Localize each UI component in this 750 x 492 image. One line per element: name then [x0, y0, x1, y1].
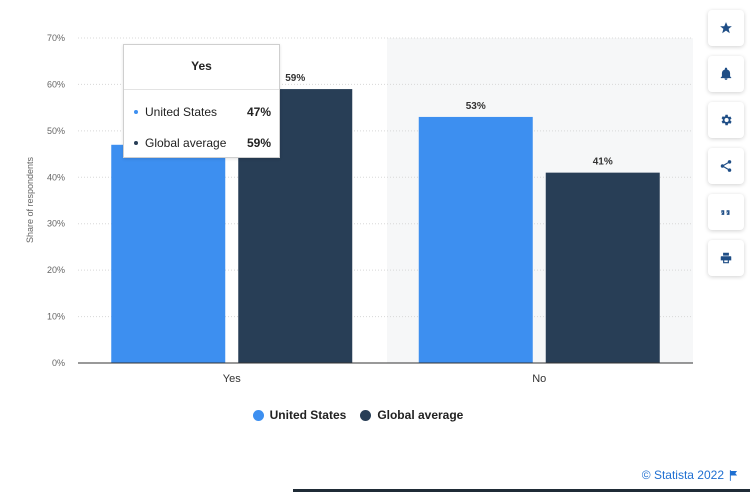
legend-item-united-states[interactable]: United States [252, 408, 347, 422]
bullet-icon [134, 110, 138, 114]
print-button[interactable] [708, 240, 744, 276]
tool-sidebar [708, 10, 744, 286]
legend-label: United States [269, 408, 347, 422]
bottom-rule [293, 489, 750, 492]
notification-button[interactable] [708, 56, 744, 92]
cite-button[interactable] [708, 194, 744, 230]
data-label: 59% [285, 73, 305, 84]
y-axis-title: Share of respondents [25, 156, 35, 243]
tooltip-row-united-states: United States 47% [134, 105, 271, 119]
x-category-label: No [532, 373, 546, 385]
data-label: 41% [593, 157, 613, 168]
star-icon [720, 22, 732, 34]
bars [111, 89, 660, 364]
y-tick-label: 20% [47, 265, 65, 275]
y-axis-ticks: 0% 10% 20% 30% 40% 50% 60% 70% [47, 33, 65, 368]
favorite-button[interactable] [708, 10, 744, 46]
quote-icon [721, 210, 730, 215]
y-tick-label: 70% [47, 33, 65, 43]
share-icon [720, 160, 732, 172]
bar-global-average-no[interactable] [545, 172, 660, 363]
tooltip: Yes United States 47% Global average 59% [123, 44, 280, 158]
bell-icon [720, 67, 732, 80]
y-tick-label: 10% [47, 312, 65, 322]
tooltip-row-global-average: Global average 59% [134, 136, 271, 150]
share-button[interactable] [708, 148, 744, 184]
data-label: 53% [466, 101, 486, 112]
legend-item-global-average[interactable]: Global average [360, 408, 463, 422]
y-tick-label: 40% [47, 172, 65, 182]
y-tick-label: 30% [47, 219, 65, 229]
legend-swatch [360, 409, 372, 421]
print-icon [720, 252, 732, 264]
tooltip-series-value: 47% [246, 105, 271, 119]
statista-credit[interactable]: © Statista 2022 [642, 468, 738, 482]
legend-label: Global average [377, 408, 464, 422]
x-axis-categories: Yes No [223, 373, 547, 385]
tooltip-series-value: 59% [246, 136, 271, 150]
tooltip-divider [124, 89, 279, 90]
bullet-icon [134, 141, 138, 145]
legend: United States Global average [0, 408, 716, 422]
bar-chart: 0%10%20%30%40%50%60%70% 59%53%41% Yes No … [25, 33, 693, 385]
tooltip-series-name: Global average [145, 136, 227, 150]
y-tick-label: 50% [47, 126, 65, 136]
x-category-label: Yes [223, 373, 241, 385]
gear-icon [721, 114, 732, 126]
bar-united-states-yes[interactable] [111, 144, 226, 363]
tooltip-series-name: United States [145, 105, 218, 119]
y-tick-label: 60% [47, 79, 65, 89]
credit-text: © Statista 2022 [641, 468, 724, 482]
flag-icon [729, 469, 738, 481]
data-labels: 59% 53% 41% [285, 73, 613, 168]
bar-united-states-no[interactable] [418, 116, 533, 363]
y-tick-label: 0% [52, 358, 65, 368]
tooltip-title: Yes [191, 59, 212, 73]
settings-button[interactable] [708, 102, 744, 138]
legend-swatch [252, 409, 264, 421]
